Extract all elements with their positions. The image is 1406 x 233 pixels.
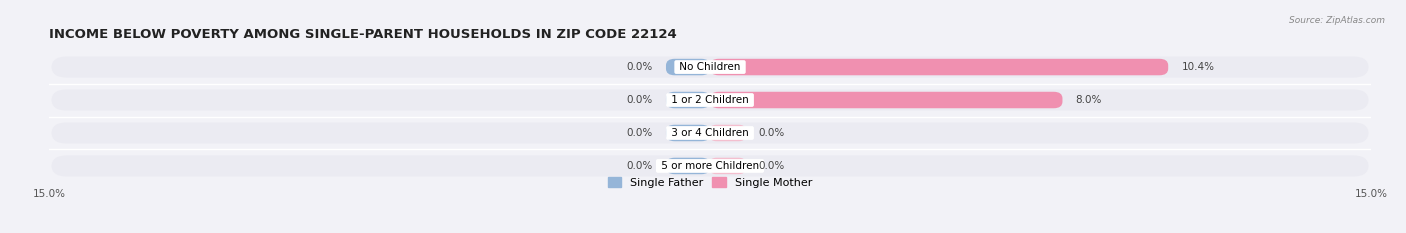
FancyBboxPatch shape xyxy=(710,158,745,174)
Text: 3 or 4 Children: 3 or 4 Children xyxy=(668,128,752,138)
FancyBboxPatch shape xyxy=(710,59,1168,75)
Text: Source: ZipAtlas.com: Source: ZipAtlas.com xyxy=(1289,16,1385,25)
Text: 0.0%: 0.0% xyxy=(627,128,652,138)
FancyBboxPatch shape xyxy=(52,155,1368,177)
FancyBboxPatch shape xyxy=(52,89,1368,111)
Text: 10.4%: 10.4% xyxy=(1181,62,1215,72)
FancyBboxPatch shape xyxy=(52,122,1368,144)
Text: 1 or 2 Children: 1 or 2 Children xyxy=(668,95,752,105)
Text: 0.0%: 0.0% xyxy=(758,161,785,171)
FancyBboxPatch shape xyxy=(666,92,710,108)
Text: 0.0%: 0.0% xyxy=(627,161,652,171)
Text: INCOME BELOW POVERTY AMONG SINGLE-PARENT HOUSEHOLDS IN ZIP CODE 22124: INCOME BELOW POVERTY AMONG SINGLE-PARENT… xyxy=(49,28,676,41)
Text: 8.0%: 8.0% xyxy=(1076,95,1102,105)
FancyBboxPatch shape xyxy=(52,56,1368,78)
FancyBboxPatch shape xyxy=(666,125,710,141)
Text: 0.0%: 0.0% xyxy=(627,95,652,105)
Text: 5 or more Children: 5 or more Children xyxy=(658,161,762,171)
Text: No Children: No Children xyxy=(676,62,744,72)
FancyBboxPatch shape xyxy=(666,158,710,174)
Text: 0.0%: 0.0% xyxy=(627,62,652,72)
Legend: Single Father, Single Mother: Single Father, Single Mother xyxy=(607,177,813,188)
Text: 0.0%: 0.0% xyxy=(758,128,785,138)
FancyBboxPatch shape xyxy=(710,92,1063,108)
FancyBboxPatch shape xyxy=(666,59,710,75)
FancyBboxPatch shape xyxy=(710,125,745,141)
